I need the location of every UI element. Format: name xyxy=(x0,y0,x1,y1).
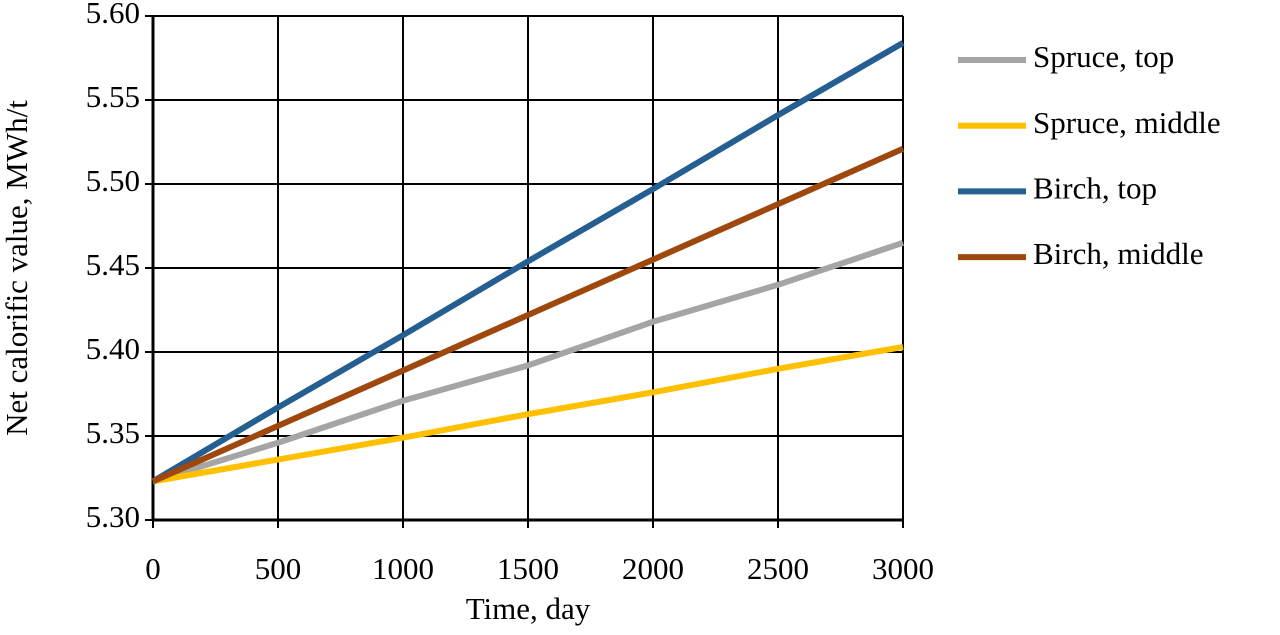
series-line xyxy=(151,145,905,485)
legend-label: Spruce, top xyxy=(1033,39,1174,74)
x-tick-label: 2500 xyxy=(747,551,809,586)
x-tick-label: 3000 xyxy=(872,551,934,586)
x-tick-label: 1000 xyxy=(372,551,434,586)
series-line xyxy=(152,344,904,485)
x-tick-label: 500 xyxy=(255,551,302,586)
series-line xyxy=(152,239,904,485)
series-line xyxy=(151,40,905,484)
y-axis-label: Net calorific value, MWh/t xyxy=(0,100,34,436)
x-axis-label: Time, day xyxy=(466,591,591,626)
x-tick-label: 1500 xyxy=(497,551,559,586)
y-tick-label: 5.60 xyxy=(86,0,140,30)
legend-label: Spruce, middle xyxy=(1033,105,1221,140)
x-tick-label: 0 xyxy=(145,551,161,586)
y-tick-label: 5.40 xyxy=(86,331,140,366)
y-tick-label: 5.50 xyxy=(86,163,140,198)
y-tick-label: 5.45 xyxy=(86,247,140,282)
y-tick-label: 5.30 xyxy=(86,499,140,534)
legend-label: Birch, middle xyxy=(1033,236,1203,271)
legend-label: Birch, top xyxy=(1033,171,1157,206)
y-tick-label: 5.35 xyxy=(86,415,140,450)
x-tick-label: 2000 xyxy=(622,551,684,586)
y-tick-label: 5.55 xyxy=(86,79,140,114)
